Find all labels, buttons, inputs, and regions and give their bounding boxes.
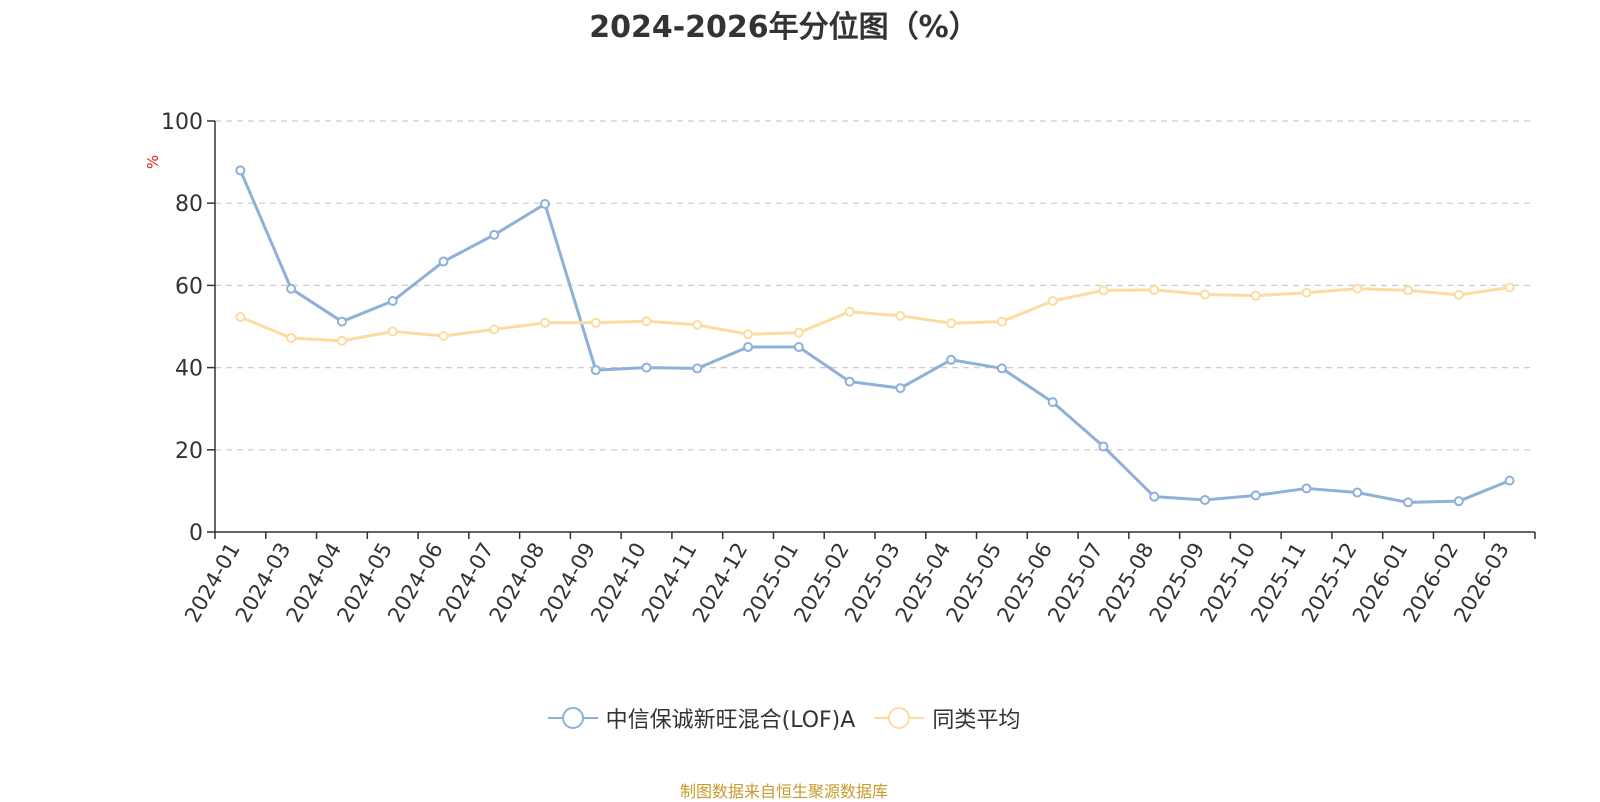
y-axis-label: % bbox=[144, 155, 162, 169]
y-tick-label-40: 40 bbox=[175, 357, 203, 382]
data-source-note: 制图数据来自恒生聚源数据库 bbox=[679, 782, 888, 801]
data-point-0-2024-08 bbox=[540, 199, 550, 210]
data-point-1-2026-02 bbox=[1453, 289, 1464, 300]
data-point-0-2025-02 bbox=[844, 376, 855, 387]
y-tick-label-0: 0 bbox=[189, 521, 203, 546]
y-tick-label-80: 80 bbox=[175, 192, 203, 217]
data-point-0-2026-02 bbox=[1453, 496, 1464, 507]
data-point-1-2024-07 bbox=[489, 324, 500, 335]
data-point-1-2024-01 bbox=[235, 312, 246, 323]
data-point-0-2024-03 bbox=[286, 283, 297, 294]
y-tick-label-20: 20 bbox=[175, 439, 203, 464]
data-point-1-2024-08 bbox=[540, 317, 550, 328]
data-point-0-2025-05 bbox=[996, 363, 1007, 374]
data-point-1-2024-10 bbox=[641, 316, 652, 327]
legend-marker-fund-icon bbox=[547, 707, 598, 729]
data-point-0-2024-06 bbox=[438, 256, 449, 267]
legend-marker-average-icon bbox=[874, 707, 925, 729]
data-point-1-2025-11 bbox=[1301, 287, 1312, 298]
data-point-1-2026-01 bbox=[1403, 285, 1414, 296]
data-point-1-2025-02 bbox=[844, 306, 855, 317]
data-point-0-2024-05 bbox=[387, 296, 398, 307]
data-point-1-2024-06 bbox=[438, 330, 449, 341]
axes: 0204060801002024-012024-032024-042024-05… bbox=[161, 110, 1536, 626]
data-point-0-2025-11 bbox=[1301, 483, 1312, 494]
data-point-0-2025-07 bbox=[1098, 441, 1109, 452]
data-point-0-2025-10 bbox=[1250, 490, 1261, 501]
data-point-0-2025-03 bbox=[895, 383, 906, 394]
legend: 中信保诚新旺混合(LOF)A 同类平均 bbox=[0, 702, 1568, 734]
data-point-0-2024-04 bbox=[336, 316, 347, 327]
data-point-0-2025-06 bbox=[1047, 397, 1058, 408]
data-point-0-2024-10 bbox=[641, 362, 652, 373]
data-point-1-2025-07 bbox=[1098, 285, 1109, 296]
data-point-0-2024-07 bbox=[489, 229, 500, 240]
grid-lines bbox=[215, 120, 1535, 451]
data-point-1-2024-09 bbox=[590, 317, 601, 328]
data-point-1-2024-12 bbox=[743, 329, 754, 340]
data-point-0-2024-09 bbox=[590, 365, 601, 376]
data-point-0-2025-09 bbox=[1200, 494, 1210, 505]
data-point-1-2024-05 bbox=[387, 326, 398, 337]
data-point-1-2025-08 bbox=[1149, 284, 1160, 295]
legend-item-fund[interactable]: 中信保诚新旺混合(LOF)A bbox=[547, 702, 856, 734]
data-point-1-2025-05 bbox=[996, 316, 1007, 327]
y-tick-label-100: 100 bbox=[161, 110, 203, 135]
series-line-0 bbox=[239, 169, 1511, 504]
data-point-0-2025-12 bbox=[1352, 487, 1363, 498]
data-point-0-2026-01 bbox=[1403, 497, 1414, 508]
chart-title: 2024-2026年分位图（%） bbox=[589, 10, 979, 45]
series-line-1 bbox=[239, 285, 1510, 343]
data-point-1-2025-04 bbox=[946, 318, 957, 329]
legend-label-average: 同类平均 bbox=[932, 708, 1021, 733]
data-point-0-2024-12 bbox=[743, 342, 754, 353]
data-point-1-2025-03 bbox=[895, 310, 906, 321]
data-point-1-2024-11 bbox=[692, 319, 703, 330]
data-point-1-2025-09 bbox=[1200, 289, 1210, 300]
y-tick-label-60: 60 bbox=[175, 274, 203, 299]
data-point-0-2026-03 bbox=[1504, 475, 1515, 486]
data-point-0-2024-11 bbox=[692, 363, 703, 374]
data-point-1-2025-10 bbox=[1250, 290, 1261, 301]
data-point-0-2025-01 bbox=[793, 342, 804, 353]
data-point-1-2025-12 bbox=[1352, 283, 1363, 294]
data-point-1-2024-04 bbox=[336, 335, 347, 346]
data-point-1-2025-06 bbox=[1047, 296, 1058, 307]
legend-label-fund: 中信保诚新旺混合(LOF)A bbox=[605, 708, 856, 733]
data-point-0-2025-08 bbox=[1149, 491, 1160, 502]
legend-item-average[interactable]: 同类平均 bbox=[874, 702, 1020, 734]
data-point-1-2025-01 bbox=[793, 327, 804, 338]
data-point-0-2024-01 bbox=[235, 165, 246, 176]
data-point-0-2025-04 bbox=[946, 354, 957, 365]
data-point-1-2026-03 bbox=[1504, 282, 1515, 293]
data-point-1-2024-03 bbox=[286, 333, 297, 344]
series-layer bbox=[235, 165, 1515, 508]
